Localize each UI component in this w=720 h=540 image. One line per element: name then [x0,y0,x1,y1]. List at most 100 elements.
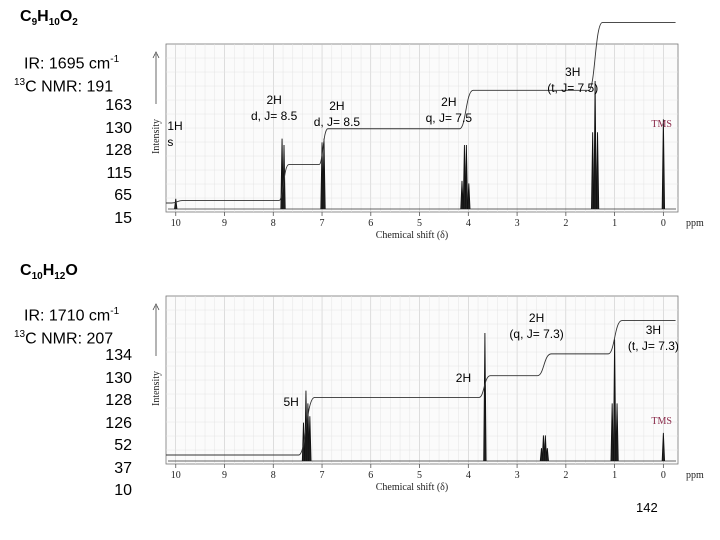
c13-2-shift: 52 [114,437,132,454]
ir-2: IR: 1710 cm-1 [24,306,119,325]
peak-annotation: 2H d, J= 8.5 [314,99,361,129]
peak-annotation-line: 5H [283,395,298,409]
integration-curve [166,22,676,204]
spectrum-peak [308,416,312,462]
peak-annotation-line: 3H [646,323,661,337]
x-tick-label: 10 [171,218,181,229]
x-tick-label: 9 [222,218,227,229]
c13-nmr-2-first: C NMR: 207 [25,330,114,348]
x-tick-label: 4 [466,218,471,229]
tms-label: TMS [651,119,672,130]
formula-1-h: H [37,8,49,25]
ir-2-sup: -1 [110,306,120,317]
x-tick-label: 0 [661,218,666,229]
formula-2-c-count: 10 [31,271,43,283]
c13-nmr-1-label: 13C NMR: 191 [14,77,113,96]
x-tick-label: 7 [320,470,325,481]
x-tick-label: 3 [515,470,520,481]
c13-nmr-1-sup: 13 [14,77,26,88]
peak-annotation: 3H (t, J= 7.3) [628,323,679,353]
c13-1-shift: 128 [105,142,132,159]
peak-annotation-line: 2H [266,93,281,107]
ir-1-text: IR: 1695 cm [24,55,111,73]
peak-annotation-line: 3H [565,65,580,79]
x-tick-label: 6 [368,470,373,481]
formula-2-o: O [65,262,78,279]
c13-2-shift: 126 [105,414,132,432]
x-axis-label: Chemical shift (δ) [376,482,448,493]
x-tick-label: 5 [417,218,422,229]
spectrum-peak [593,80,597,210]
c13-nmr-1-first: C NMR: 191 [25,78,114,96]
spectrum-peak [545,448,549,462]
spectrum-peak [306,403,310,462]
x-tick-label: 4 [466,470,471,481]
x-unit-label: ppm [686,218,704,229]
formula-1-o-count: 2 [72,17,78,29]
spectrum-peak [174,198,178,210]
ir-1: IR: 1695 cm-1 [24,54,119,73]
peak-annotation-line: (t, J= 7.5) [547,81,598,95]
c13-1-shift: 163 [105,97,132,114]
peak-annotation-line: (t, J= 7.3) [628,339,679,353]
peak-annotation-line: 2H [529,311,544,325]
peak-annotation: 2H [456,371,471,385]
spectrum-peak [543,435,548,462]
spectrum-peak [460,180,464,210]
c13-1-shift: 130 [105,119,132,137]
peak-annotation-line: (q, J= 7.3) [509,327,563,341]
peak-annotation-line: 1H [167,119,182,133]
x-tick-label: 5 [417,470,422,481]
formula-2-c: C [20,262,32,279]
x-axis-label: Chemical shift (δ) [376,230,448,241]
formula-1-o: O [59,8,73,25]
c13-2-shift: 10 [114,482,132,499]
x-tick-label: 10 [171,470,181,481]
peak-annotation: 3H (t, J= 7.5) [547,65,598,95]
formula-2: C10H12O [20,262,78,282]
c13-nmr-2-shifts: 134 130 128 126 52 37 10 [72,345,132,503]
c13-2-shift: 128 [105,392,132,409]
c13-1-shift: 15 [114,209,132,227]
spectrum-peak [591,132,595,210]
formula-1-c: C [20,8,32,25]
spectrum-peak [467,183,471,210]
peak-annotation: 2H d, J= 8.5 [251,93,298,123]
c13-2-shift: 134 [105,347,132,364]
spectrum-peak [464,144,469,210]
peak-annotation-line: 2H [456,371,471,385]
spectrum-peak [661,432,666,462]
x-tick-label: 7 [320,218,325,229]
c13-2-shift: 37 [114,459,132,477]
c13-nmr-2-label: 13C NMR: 207 [14,329,113,348]
y-axis-arrow-head [152,303,160,311]
y-axis-label: Intensity [151,119,162,154]
x-tick-label: 2 [563,218,568,229]
y-axis-arrow-head [152,51,160,59]
spectrum-peak [661,119,666,210]
c13-nmr-2-sup: 13 [14,329,26,340]
x-tick-label: 9 [222,470,227,481]
formula-2-h-count: 12 [54,271,66,283]
x-tick-label: 1 [612,470,617,481]
c13-1-shift: 115 [106,164,132,182]
page-number: 142 [636,500,658,515]
spectrum-peak [483,332,487,462]
c13-nmr-1-shifts: 163 130 128 115 65 15 [72,95,132,230]
c13-2-shift: 130 [105,369,132,387]
spectrum-peak [610,403,614,462]
y-axis-label: Intensity [151,371,162,406]
peak-annotation-line: d, J= 8.5 [251,109,298,123]
peak-annotation-line: s [167,135,173,149]
formula-1: C9H10O2 [20,8,78,28]
peak-annotation: 2H (q, J= 7.3) [509,311,563,341]
x-tick-label: 2 [563,470,568,481]
c13-1-shift: 65 [114,187,132,204]
spectrum-peak [595,132,600,210]
formula-2-h: H [42,262,55,279]
peak-annotation: 2H q, J= 7.5 [426,95,473,125]
tms-label: TMS [651,416,672,427]
peak-annotation: 5H [283,395,298,409]
